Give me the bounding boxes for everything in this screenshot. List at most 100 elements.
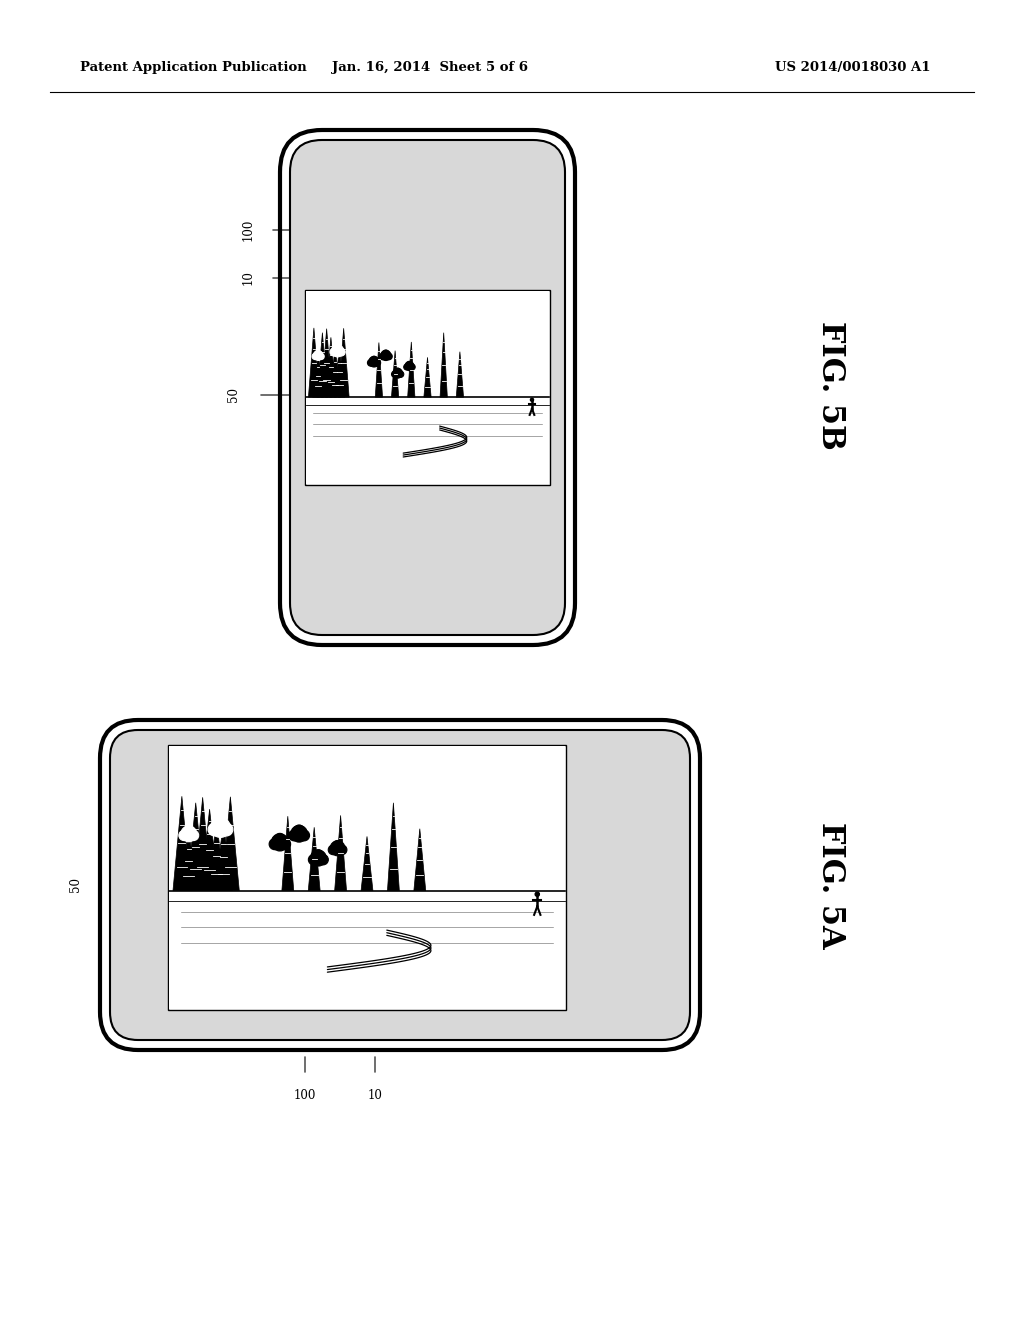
Circle shape: [394, 368, 400, 375]
Circle shape: [422, 314, 433, 326]
Circle shape: [497, 342, 504, 350]
Circle shape: [452, 356, 457, 360]
Polygon shape: [308, 327, 319, 397]
Circle shape: [479, 816, 490, 826]
Circle shape: [495, 339, 501, 346]
Circle shape: [444, 849, 454, 858]
Polygon shape: [282, 816, 294, 891]
Circle shape: [214, 817, 227, 830]
Circle shape: [428, 363, 438, 374]
Circle shape: [410, 364, 415, 370]
Circle shape: [378, 313, 386, 321]
Circle shape: [383, 350, 389, 356]
Circle shape: [461, 830, 473, 842]
Circle shape: [385, 833, 395, 843]
Circle shape: [366, 847, 377, 858]
Circle shape: [397, 371, 403, 378]
Circle shape: [415, 834, 422, 842]
Circle shape: [332, 345, 344, 356]
Text: 100: 100: [294, 1089, 316, 1102]
Text: Jan. 16, 2014  Sheet 5 of 6: Jan. 16, 2014 Sheet 5 of 6: [332, 62, 528, 74]
Circle shape: [476, 810, 486, 821]
Circle shape: [313, 850, 324, 861]
Polygon shape: [391, 351, 398, 397]
Circle shape: [490, 339, 497, 346]
Circle shape: [427, 366, 433, 372]
Circle shape: [409, 832, 421, 843]
Circle shape: [469, 810, 480, 821]
Circle shape: [470, 313, 478, 321]
Circle shape: [424, 853, 434, 863]
Circle shape: [179, 830, 189, 841]
Circle shape: [356, 837, 365, 846]
Circle shape: [332, 317, 340, 325]
Text: 10: 10: [242, 271, 255, 285]
Circle shape: [352, 352, 361, 363]
Circle shape: [373, 313, 381, 321]
Circle shape: [369, 356, 379, 367]
Circle shape: [464, 826, 481, 843]
Circle shape: [536, 892, 540, 896]
Circle shape: [354, 352, 360, 359]
Circle shape: [337, 348, 345, 356]
Circle shape: [470, 812, 485, 828]
Circle shape: [455, 354, 459, 359]
Circle shape: [487, 342, 495, 350]
Circle shape: [428, 847, 439, 858]
Circle shape: [492, 841, 500, 849]
Polygon shape: [186, 803, 205, 891]
Circle shape: [419, 356, 424, 362]
Circle shape: [485, 354, 493, 360]
Circle shape: [472, 317, 481, 325]
Circle shape: [417, 356, 425, 364]
Circle shape: [524, 833, 536, 843]
Circle shape: [393, 368, 402, 378]
FancyBboxPatch shape: [110, 730, 690, 1040]
Circle shape: [333, 841, 342, 850]
Circle shape: [310, 850, 327, 866]
Circle shape: [411, 830, 419, 838]
Circle shape: [356, 355, 364, 362]
Polygon shape: [312, 354, 324, 397]
Circle shape: [515, 356, 521, 362]
Circle shape: [429, 317, 437, 325]
Circle shape: [193, 780, 207, 795]
Circle shape: [464, 367, 473, 376]
Bar: [168, 744, 566, 1010]
Circle shape: [274, 833, 286, 845]
Circle shape: [509, 313, 517, 321]
Text: FIG. 5B: FIG. 5B: [814, 321, 846, 449]
Polygon shape: [215, 824, 232, 891]
Circle shape: [487, 837, 496, 845]
Circle shape: [376, 847, 386, 858]
Polygon shape: [375, 342, 383, 397]
Circle shape: [243, 833, 253, 843]
Circle shape: [485, 837, 498, 850]
Polygon shape: [194, 797, 212, 891]
Circle shape: [522, 355, 532, 366]
Circle shape: [457, 356, 461, 360]
Circle shape: [350, 780, 366, 795]
Circle shape: [499, 774, 512, 787]
Circle shape: [488, 351, 496, 358]
Bar: [305, 290, 550, 484]
Circle shape: [430, 363, 436, 370]
Circle shape: [352, 833, 361, 842]
Circle shape: [181, 826, 197, 842]
Circle shape: [308, 854, 318, 865]
Text: FIG. 5A: FIG. 5A: [814, 821, 846, 948]
Circle shape: [521, 359, 527, 366]
Circle shape: [446, 846, 460, 859]
Circle shape: [521, 833, 539, 850]
Polygon shape: [180, 832, 198, 891]
Text: 50: 50: [227, 388, 240, 403]
Polygon shape: [322, 329, 332, 397]
Circle shape: [439, 352, 451, 363]
Circle shape: [504, 360, 509, 366]
Circle shape: [483, 841, 492, 849]
Text: 50: 50: [69, 878, 82, 892]
Circle shape: [312, 354, 318, 359]
Circle shape: [510, 356, 516, 362]
Circle shape: [472, 830, 483, 842]
Polygon shape: [221, 797, 240, 891]
